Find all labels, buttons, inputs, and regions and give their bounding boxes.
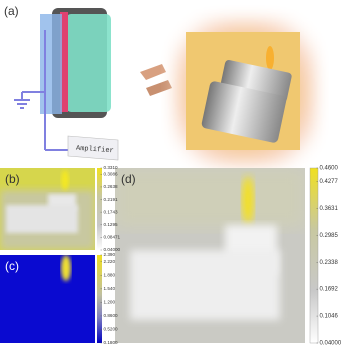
panel-label: (a) (4, 4, 19, 18)
lighter-photo (175, 20, 315, 165)
colorbar-tick-label: 0.2985 (320, 233, 339, 239)
colorbar-tick-label: 0.3631 (320, 206, 339, 212)
colorbar-tick-label: 0.4277 (320, 179, 339, 185)
colorbar-tick-label: 1.540 (104, 286, 116, 291)
arrows-icon (140, 64, 172, 96)
colorbar-tick-label: 1.880 (104, 273, 116, 278)
colorbar-tick-label: 2.390 (104, 252, 116, 257)
colorbar-tick-label: 0.1743 (104, 209, 118, 214)
colorbar-tick-label: 0.04000 (104, 247, 121, 252)
heatmap-d (115, 168, 305, 343)
colorbar-tick-label: 0.3310 (104, 165, 118, 170)
colorbar-tick-label: 2.220 (104, 259, 116, 264)
colorbar-tick-label: 0.2638 (104, 184, 118, 189)
colorbar-tick-label: 0.2191 (104, 197, 118, 202)
amplifier-label: Amplifier (76, 145, 114, 156)
colorbar-tick-label: 0.2338 (320, 260, 339, 266)
colorbar-tick-label: 0.5200 (104, 327, 118, 332)
colorbar-c (97, 255, 102, 343)
panel-label: (b) (5, 172, 20, 186)
device-illustration (14, 8, 119, 161)
heatmap-c (0, 255, 95, 343)
colorbar-tick-label: 0.1295 (104, 222, 118, 227)
colorbar-tick-label: 0.1800 (104, 340, 118, 345)
colorbar-tick-label: 1.200 (104, 300, 116, 305)
panel-label: (d) (121, 172, 136, 186)
heatmap-b (0, 168, 95, 250)
colorbar-b (97, 168, 102, 250)
colorbar-tick-label: 0.4600 (320, 166, 339, 172)
panel-label: (c) (5, 259, 19, 273)
colorbar-tick-label: 0.1692 (320, 287, 339, 293)
colorbar-d (309, 167, 319, 344)
colorbar-tick-label: 0.08471 (104, 235, 121, 240)
colorbar-tick-label: 0.04000 (320, 341, 342, 345)
colorbar-tick-label: 0.8600 (104, 313, 118, 318)
colorbar-tick-label: 0.1046 (320, 314, 339, 320)
colorbar-tick-label: 0.3086 (104, 172, 118, 177)
